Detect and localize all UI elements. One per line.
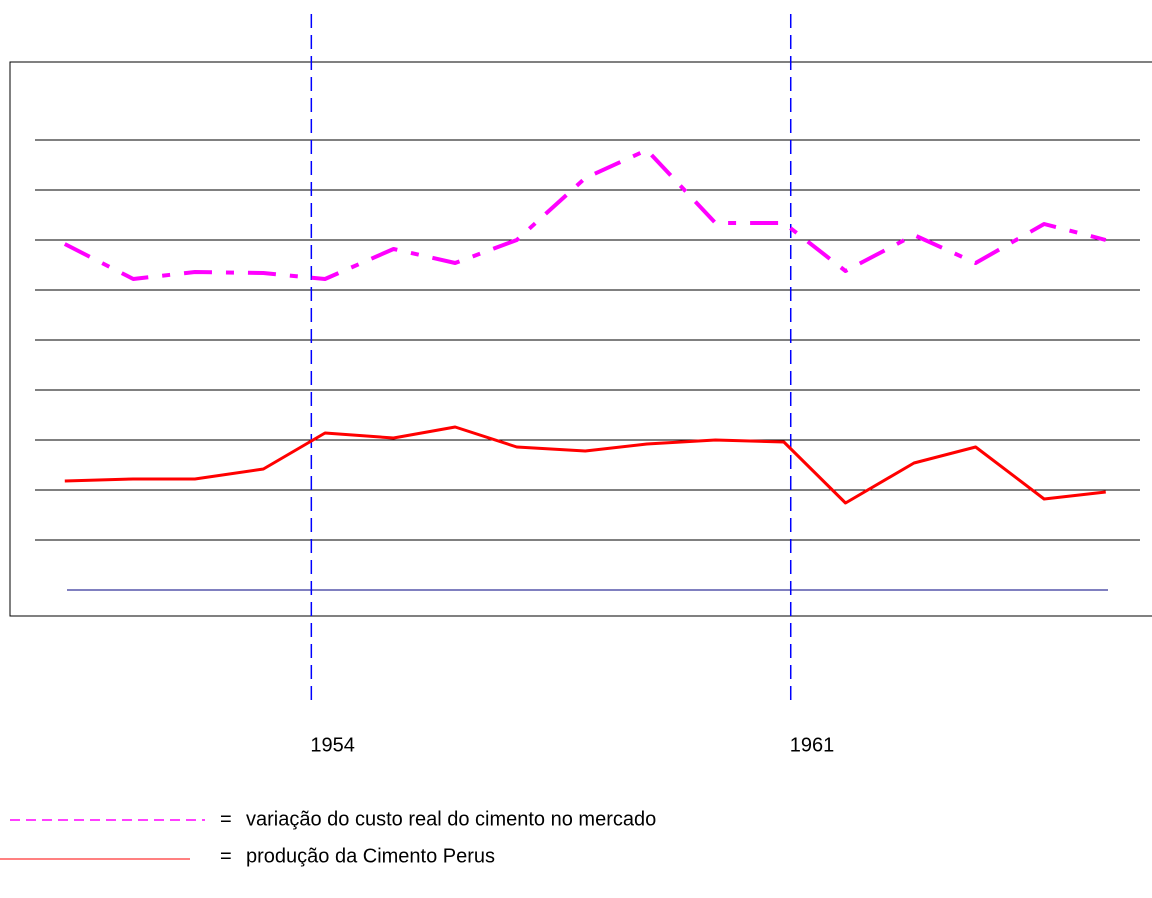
x-tick-label: 1961: [790, 734, 835, 756]
legend-label: produção da Cimento Perus: [246, 845, 495, 867]
legend-separator: =: [220, 808, 232, 830]
x-tick-label: 1954: [310, 734, 355, 756]
legend-label: variação do custo real do cimento no mer…: [246, 808, 656, 830]
data-line: [63, 148, 1107, 281]
data-line: [64, 425, 1106, 505]
legend-separator: =: [220, 845, 232, 867]
plot-frame: [9, 61, 1152, 617]
